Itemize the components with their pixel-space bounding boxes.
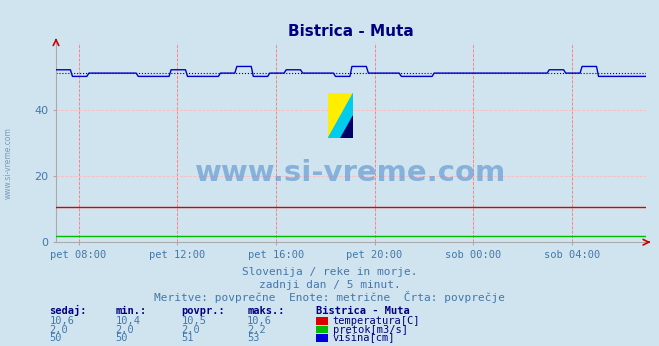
Text: 10,6: 10,6 bbox=[49, 316, 74, 326]
Text: 50: 50 bbox=[115, 333, 128, 343]
Text: 53: 53 bbox=[247, 333, 260, 343]
Text: 2,2: 2,2 bbox=[247, 325, 266, 335]
Text: 10,4: 10,4 bbox=[115, 316, 140, 326]
Text: 10,5: 10,5 bbox=[181, 316, 206, 326]
Text: 2,0: 2,0 bbox=[115, 325, 134, 335]
Text: Meritve: povprečne  Enote: metrične  Črta: povprečje: Meritve: povprečne Enote: metrične Črta:… bbox=[154, 291, 505, 303]
Polygon shape bbox=[341, 116, 353, 138]
Text: Bistrica - Muta: Bistrica - Muta bbox=[316, 306, 410, 316]
Text: temperatura[C]: temperatura[C] bbox=[333, 316, 420, 326]
Text: min.:: min.: bbox=[115, 306, 146, 316]
Polygon shape bbox=[328, 93, 353, 138]
Title: Bistrica - Muta: Bistrica - Muta bbox=[288, 24, 414, 39]
Text: www.si-vreme.com: www.si-vreme.com bbox=[195, 158, 507, 186]
Text: pretok[m3/s]: pretok[m3/s] bbox=[333, 325, 408, 335]
Text: višina[cm]: višina[cm] bbox=[333, 333, 395, 343]
Text: maks.:: maks.: bbox=[247, 306, 285, 316]
Text: 10,6: 10,6 bbox=[247, 316, 272, 326]
Text: zadnji dan / 5 minut.: zadnji dan / 5 minut. bbox=[258, 280, 401, 290]
Text: www.si-vreme.com: www.si-vreme.com bbox=[3, 127, 13, 199]
Text: 2,0: 2,0 bbox=[181, 325, 200, 335]
Text: povpr.:: povpr.: bbox=[181, 306, 225, 316]
Text: Slovenija / reke in morje.: Slovenija / reke in morje. bbox=[242, 267, 417, 277]
Polygon shape bbox=[328, 93, 353, 138]
Text: 50: 50 bbox=[49, 333, 62, 343]
Text: 2,0: 2,0 bbox=[49, 325, 68, 335]
Text: sedaj:: sedaj: bbox=[49, 305, 87, 316]
Text: 51: 51 bbox=[181, 333, 194, 343]
